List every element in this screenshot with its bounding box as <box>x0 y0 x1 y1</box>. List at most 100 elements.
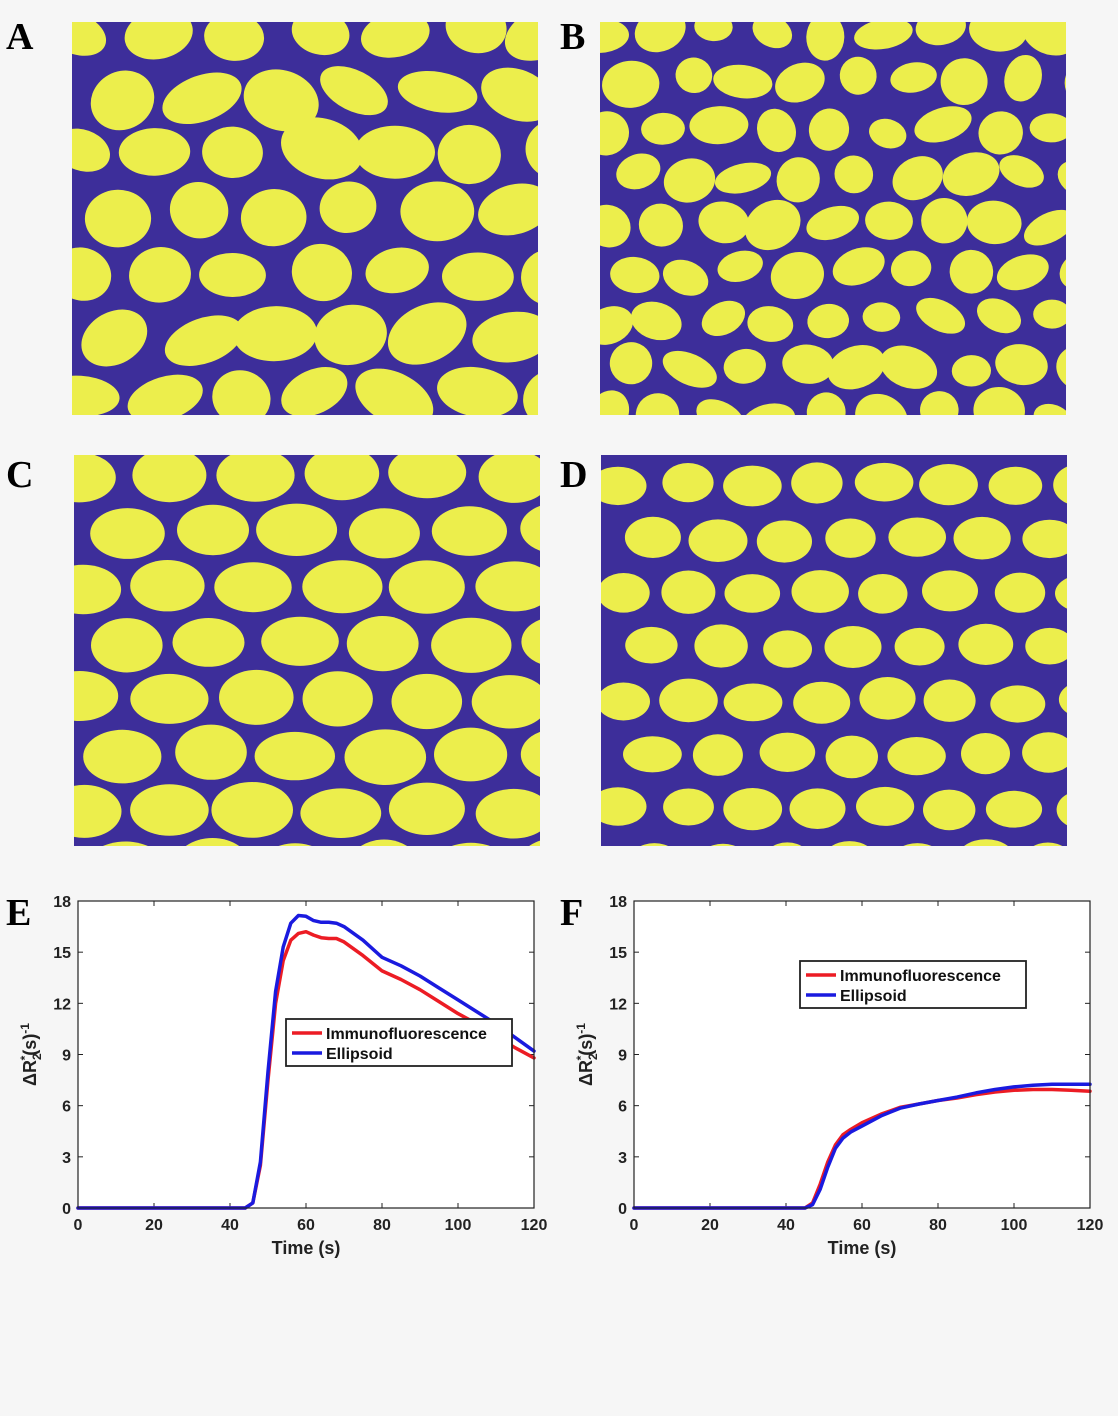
cell-blob <box>688 519 748 562</box>
cell-blob <box>723 348 766 384</box>
cell-blob <box>631 301 682 341</box>
cell-blob <box>601 573 650 613</box>
x-tick-label: 40 <box>777 1217 795 1234</box>
cell-blob <box>83 729 162 784</box>
cell-blob <box>890 250 932 287</box>
cell-blob <box>635 393 680 415</box>
x-tick-label: 100 <box>445 1217 472 1234</box>
cell-blob <box>74 455 116 503</box>
y-tick-label: 6 <box>62 1099 71 1116</box>
plot-area <box>634 901 1090 1208</box>
cell-blob <box>1033 842 1063 846</box>
cell-blob <box>808 108 850 151</box>
cell-blob <box>103 841 148 846</box>
cell-blob <box>72 22 107 56</box>
cell-blob <box>696 399 745 415</box>
cell-blob <box>1033 403 1066 415</box>
cell-blob <box>969 22 1028 52</box>
cell-blob <box>445 22 507 54</box>
cell-blob <box>521 619 540 664</box>
cell-blob <box>710 843 736 846</box>
y-tick-label: 12 <box>609 996 627 1013</box>
cell-blob <box>72 247 112 301</box>
cell-blob <box>388 560 465 614</box>
x-tick-label: 60 <box>853 1217 871 1234</box>
cell-blob <box>281 117 363 180</box>
cell-blob <box>127 374 203 415</box>
cell-blob <box>610 256 660 294</box>
legend-box <box>799 960 1027 1009</box>
cell-blob <box>888 517 946 557</box>
cell-blob <box>601 787 647 826</box>
cell-blob <box>793 681 851 724</box>
cell-blob <box>920 391 959 415</box>
legend-entry: Immunofluorescence <box>326 1026 487 1043</box>
cell-blob <box>600 390 630 415</box>
cell-blob <box>694 22 733 42</box>
cell-blob <box>600 204 631 248</box>
cell-blob <box>600 306 634 345</box>
cell-blob <box>219 669 294 725</box>
cell-blob <box>132 455 207 503</box>
cell-blob <box>431 617 512 673</box>
cell-blob <box>834 155 874 194</box>
panel-label-c: C <box>6 454 34 496</box>
cell-blob <box>827 344 886 390</box>
cell-blob <box>791 570 849 613</box>
cell-blob <box>84 189 152 248</box>
cell-blob <box>475 788 540 839</box>
panel-label-d: D <box>560 454 588 496</box>
cell-blob <box>320 66 388 116</box>
cell-blob <box>74 784 122 838</box>
cell-blob <box>824 626 882 668</box>
cell-blob <box>662 259 709 296</box>
cell-blob <box>825 735 878 779</box>
cell-blob <box>397 71 478 113</box>
cell-blob <box>915 22 966 46</box>
x-tick-label: 20 <box>145 1217 163 1234</box>
cell-blob <box>478 183 538 236</box>
y-tick-label: 0 <box>618 1201 627 1218</box>
cell-blob <box>756 520 812 563</box>
cell-blob <box>995 344 1048 386</box>
cell-blob <box>789 788 846 829</box>
cell-blob <box>202 126 263 179</box>
image-d-canvas <box>601 462 1067 846</box>
cell-blob <box>1022 732 1067 773</box>
cell-blob <box>773 842 802 846</box>
cell-blob <box>91 618 163 673</box>
cell-blob <box>663 788 714 826</box>
cell-blob <box>344 729 427 785</box>
x-tick-label: 40 <box>221 1217 239 1234</box>
x-tick-label: 80 <box>373 1217 391 1234</box>
cell-blob <box>281 366 348 415</box>
legend-entry: Immunofluorescence <box>840 968 1001 985</box>
plot-frame <box>77 900 535 1209</box>
ellipsoid-model-image-c <box>74 455 540 846</box>
cell-blob <box>1055 578 1067 609</box>
cell-blob <box>714 162 772 194</box>
cell-blob <box>880 345 938 389</box>
cell-blob <box>717 250 763 283</box>
cell-blob <box>892 156 943 201</box>
cell-blob <box>807 303 850 339</box>
cell-blob <box>953 516 1011 560</box>
cell-blob <box>996 254 1049 291</box>
cell-blob <box>475 561 540 612</box>
image-c-canvas <box>74 455 540 846</box>
y-tick-label: 3 <box>618 1150 627 1167</box>
cell-blob <box>839 56 877 95</box>
cell-blob <box>949 249 994 294</box>
cell-blob <box>634 22 686 53</box>
cell-blob <box>782 344 834 384</box>
cell-blob <box>162 72 242 125</box>
cell-blob <box>976 298 1022 334</box>
cell-blob <box>894 627 945 666</box>
y-axis-label: ΔR2*(s)-1 <box>574 1023 600 1086</box>
cell-blob <box>675 57 713 94</box>
cell-blob <box>177 504 249 556</box>
cell-blob <box>233 306 318 362</box>
cell-blob <box>985 790 1043 828</box>
cell-blob <box>964 839 1008 846</box>
cell-blob <box>130 784 209 836</box>
